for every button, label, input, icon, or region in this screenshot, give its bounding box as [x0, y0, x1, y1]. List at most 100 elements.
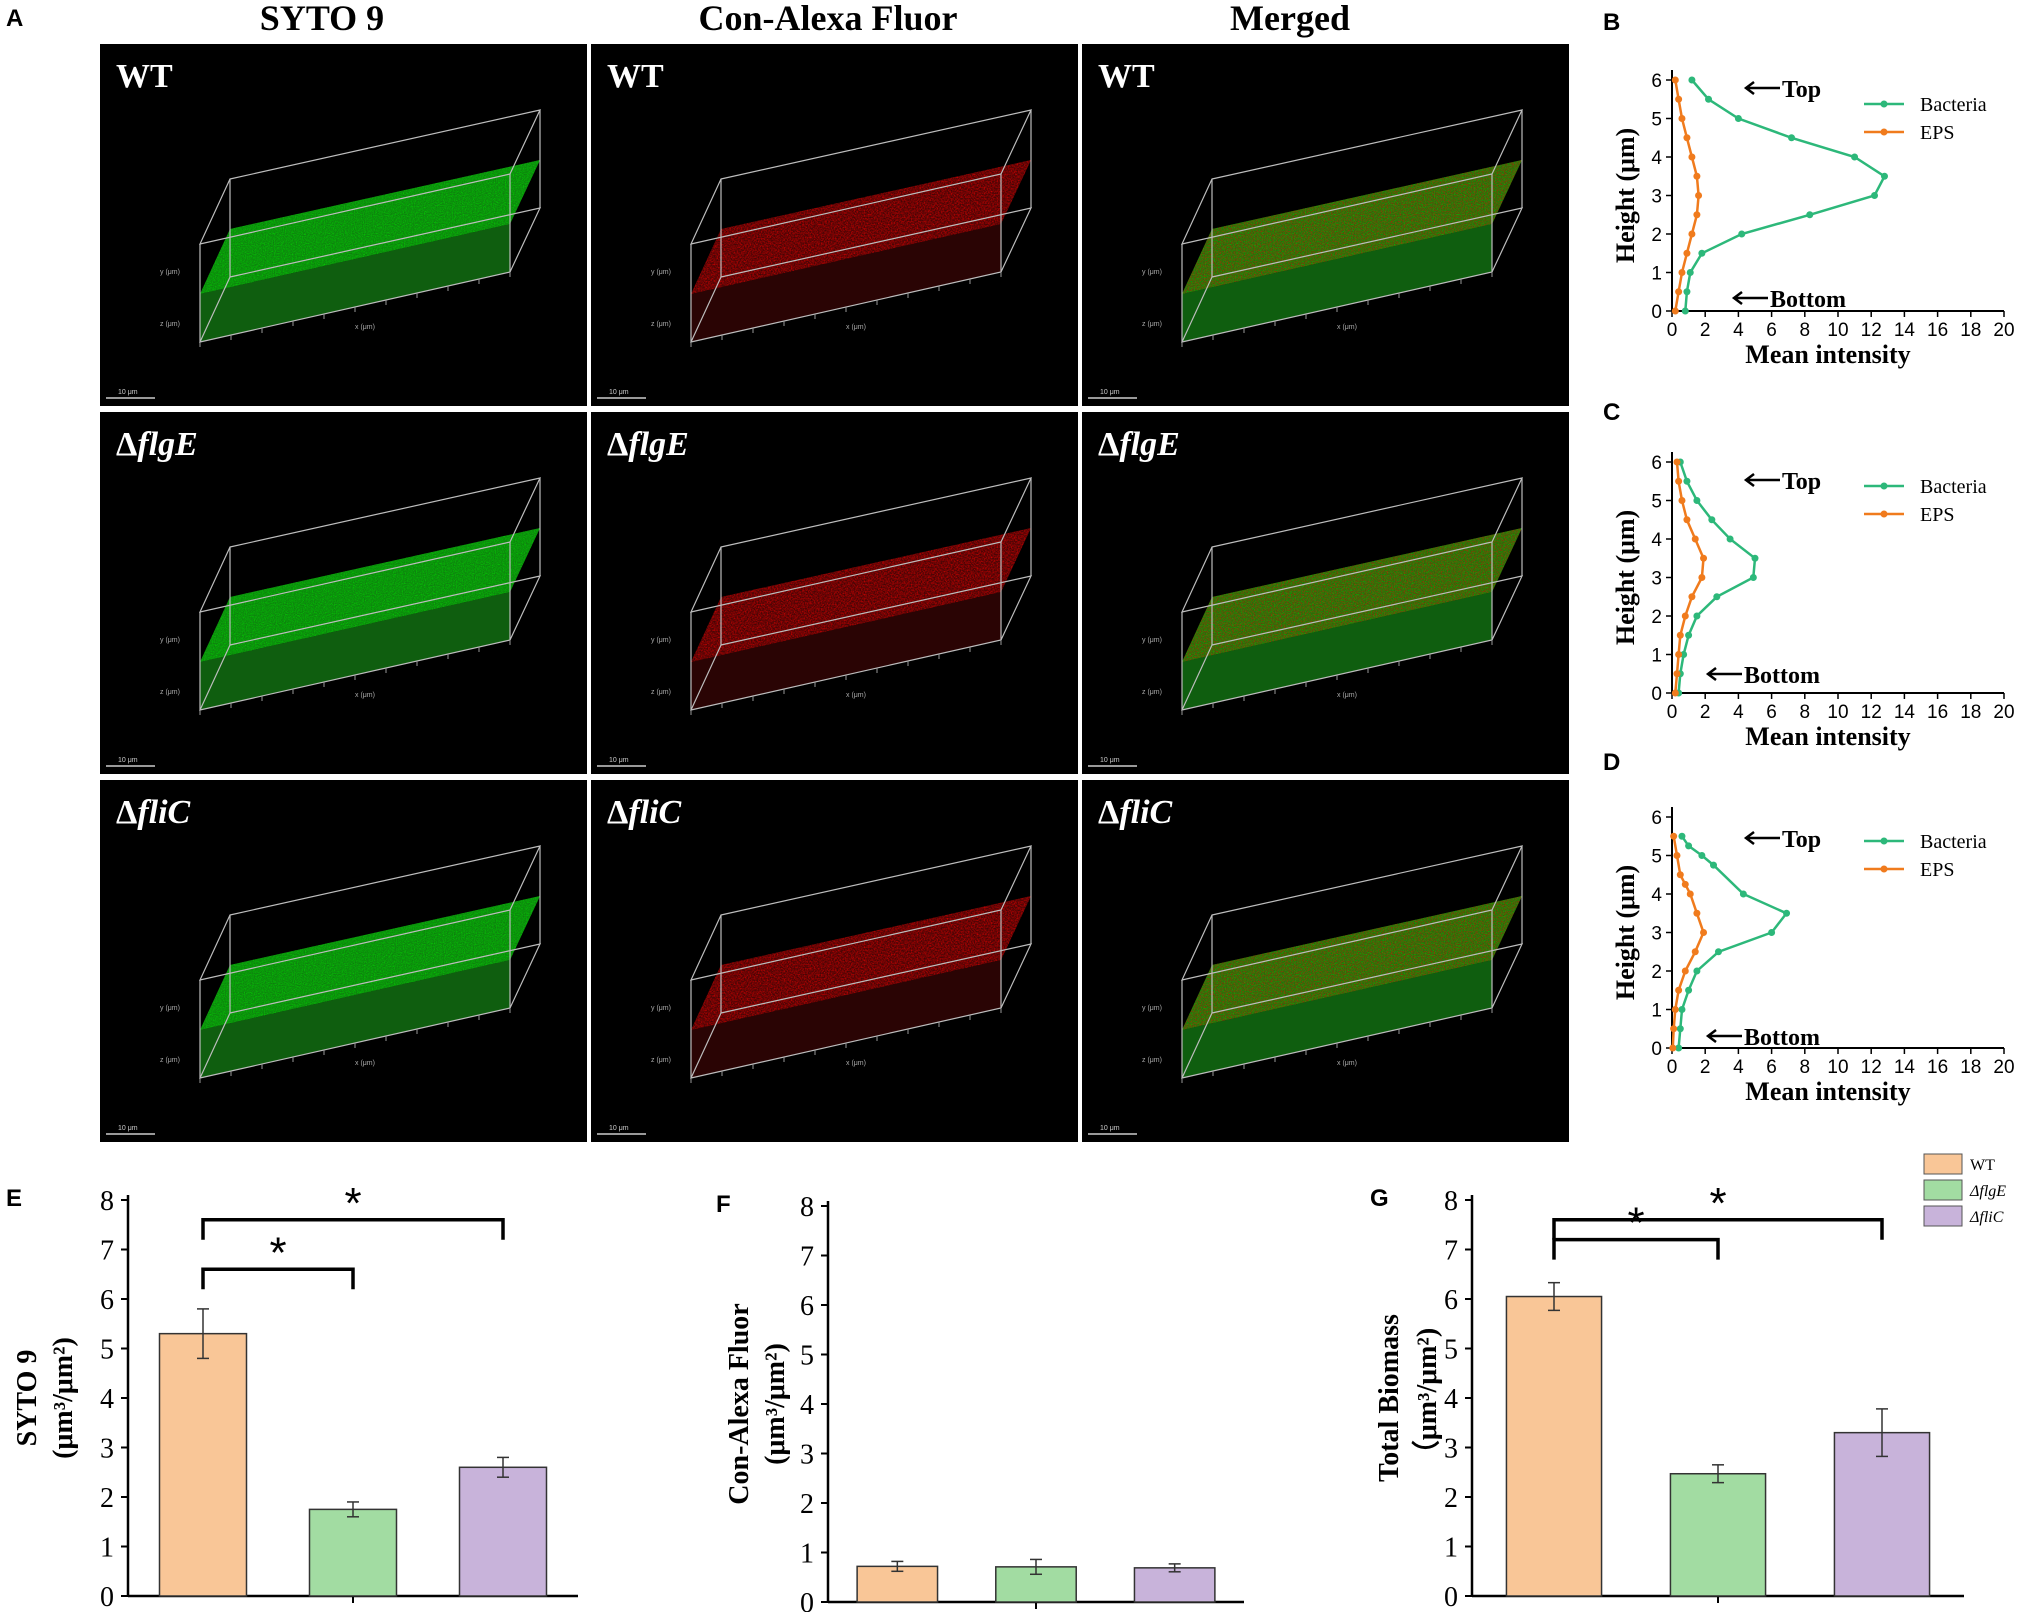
y-tick-label: 6 [1444, 1285, 1458, 1316]
data-point-bacteria [1768, 929, 1776, 936]
data-point-bacteria [1685, 986, 1693, 994]
y-tick-label: 4 [1651, 148, 1662, 169]
data-point-eps [1676, 871, 1684, 879]
data-point-eps [1671, 307, 1679, 315]
data-point-bacteria [1738, 230, 1746, 238]
data-point-eps [1691, 948, 1699, 956]
scale-bar-label: 10 μm [609, 757, 629, 764]
data-point-bacteria [1880, 172, 1888, 180]
x-tick-label: 14 [1894, 1057, 1916, 1078]
data-point-eps [1675, 95, 1683, 103]
x-axis-title: Mean intensity [1745, 340, 1910, 369]
y-tick-label: 1 [1444, 1533, 1458, 1564]
panel-letter-a: A [6, 5, 23, 32]
data-point-bacteria [1693, 497, 1701, 504]
x-tick-label: 10 [1827, 320, 1848, 341]
genotype-name: WT [116, 58, 173, 95]
y-tick-label: 0 [100, 1582, 114, 1612]
panel-letter: F [716, 1191, 731, 1218]
x-tick-label: 8 [1800, 702, 1811, 723]
genotype-gene: flgE [1119, 426, 1179, 463]
x-axis-label: x (μm) [1337, 1060, 1357, 1067]
y-tick-label: 5 [1651, 847, 1662, 868]
y-tick-label: 1 [100, 1533, 114, 1564]
x-tick-label: 2 [1700, 320, 1711, 341]
data-point-eps [1676, 631, 1684, 639]
x-tick-label: 0 [1667, 320, 1678, 341]
x-axis-label: x (μm) [355, 692, 375, 699]
eps-front-face [691, 224, 1001, 342]
bar-flic [1833, 1431, 1931, 1597]
x-tick-label: 12 [1861, 1057, 1882, 1078]
y-tick-label: 5 [800, 1341, 814, 1372]
y-tick-label: 4 [100, 1384, 114, 1415]
data-point-eps [1695, 192, 1703, 199]
biofilm-front-face [1182, 592, 1492, 710]
bar-flic [1133, 1567, 1216, 1603]
microscopy-image: ΔflgE x (μm) y (μm) z (μm) 10 μm [591, 412, 1078, 774]
data-point-eps [1683, 134, 1691, 142]
genotype-gene: flgE [137, 426, 197, 463]
data-point-eps [1698, 574, 1706, 581]
legend-label: EPS [1920, 504, 1954, 526]
z-axis-label: z (μm) [651, 321, 671, 328]
x-tick-label: 6 [1766, 702, 1777, 723]
x-tick-label: 8 [1800, 320, 1811, 341]
y-tick-label: 6 [1651, 71, 1662, 92]
y-tick-label: 4 [1651, 530, 1662, 551]
x-tick-label: 18 [1960, 702, 1981, 723]
y-tick-label: 5 [100, 1335, 114, 1366]
microscopy-image: ΔfliC x (μm) y (μm) z (μm) 10 μm [1082, 780, 1569, 1142]
x-tick-label: 12 [1861, 702, 1882, 723]
y-tick-label: 2 [1651, 962, 1662, 983]
genotype-label: ΔfliC [1098, 794, 1173, 831]
bottom-annotation: Bottom [1744, 1025, 1820, 1051]
y-tick-label: 1 [1651, 264, 1662, 285]
x-tick-label: 4 [1733, 1057, 1744, 1078]
y-tick-label: 3 [100, 1434, 114, 1465]
data-point-bacteria [1806, 211, 1814, 219]
y-axis-label: y (μm) [1142, 637, 1162, 644]
eps-texture [691, 896, 1031, 1030]
data-point-eps [1675, 477, 1683, 485]
bar-flic [458, 1466, 548, 1597]
data-point-bacteria [1678, 832, 1686, 840]
bar-flge [1669, 1472, 1767, 1597]
x-axis-label: x (μm) [1337, 324, 1357, 331]
significance-marker: * [269, 1228, 286, 1277]
data-point-bacteria [1708, 516, 1716, 524]
significance-marker: * [344, 1179, 361, 1228]
data-point-bacteria [1680, 651, 1688, 658]
y-tick-label: 3 [1651, 187, 1662, 208]
legend-label: Bacteria [1920, 94, 1987, 116]
y-axis-title-line2: (μm³/μm²) [760, 1343, 791, 1465]
genotype-gene: fliC [628, 794, 681, 831]
legend-label: ΔfliC [1969, 1209, 2004, 1226]
z-axis-label: z (μm) [651, 1057, 671, 1064]
data-point-bacteria [1714, 948, 1722, 956]
x-tick-label: 10 [1827, 1057, 1848, 1078]
scale-bar-label: 10 μm [1100, 389, 1120, 396]
data-point-eps [1675, 651, 1683, 658]
y-tick-label: 0 [1651, 684, 1662, 705]
genotype-label: WT [116, 58, 173, 95]
data-point-bacteria [1713, 593, 1721, 601]
data-point-bacteria [1675, 1044, 1683, 1052]
data-point-eps [1673, 670, 1681, 678]
top-annotation: Top [1782, 77, 1821, 103]
scale-bar-label: 10 μm [609, 389, 629, 396]
y-tick-label: 3 [1444, 1434, 1458, 1465]
y-axis-title: Height (μm) [1611, 510, 1640, 645]
series-line-bacteria [1684, 79, 1887, 312]
microscopy-image: WT x (μm) y (μm) z (μm) 10 μm [100, 44, 587, 406]
top-arrow [1743, 831, 1780, 845]
genotype-name: WT [1098, 58, 1155, 95]
y-tick-label: 6 [800, 1291, 814, 1322]
y-tick-label: 5 [1444, 1335, 1458, 1366]
legend-label: Bacteria [1920, 476, 1987, 498]
genotype-label: ΔflgE [1098, 426, 1180, 463]
y-tick-label: 0 [1444, 1582, 1458, 1612]
